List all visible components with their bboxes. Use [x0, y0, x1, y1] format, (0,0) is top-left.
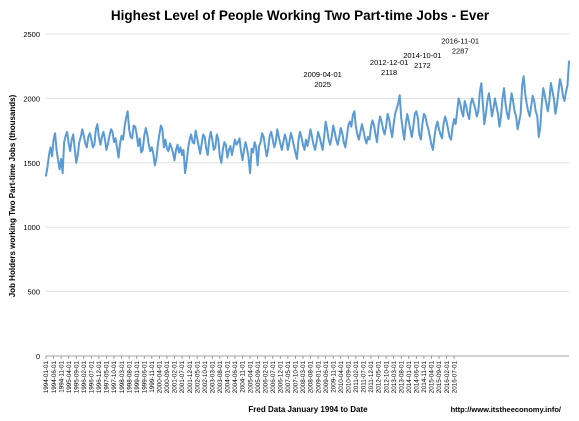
annotation-date: 2014-10-01	[403, 51, 441, 60]
x-tick-label: 1995-04-01	[66, 361, 73, 394]
series-layer	[45, 60, 570, 177]
x-tick-label: 2000-09-01	[164, 361, 171, 394]
x-tick-label: 2010-09-01	[346, 361, 353, 394]
x-tick-label: 2007-10-01	[293, 361, 300, 394]
x-tick-label: 1998-08-01	[126, 361, 133, 394]
x-tick-labels: 1994-01-01 1994-06-01 1994-11-01 1995-04-01…	[43, 361, 458, 394]
y-tick-label: 2500	[23, 30, 40, 39]
annotation-value: 2025	[314, 80, 331, 89]
chart-title: Highest Level of People Working Two Part…	[111, 8, 490, 23]
x-tick-label: 2004-01-01	[225, 361, 232, 394]
x-tick-label: 2007-05-01	[285, 361, 292, 394]
x-tick-label: 2014-01-01	[406, 361, 413, 394]
x-tick-label: 2012-05-01	[376, 361, 383, 394]
x-tick-label: 2006-07-01	[270, 361, 277, 394]
x-tick-label: 2000-04-01	[157, 361, 164, 394]
x-tick-label: 2009-11-01	[330, 361, 337, 393]
y-axis-label: Job Holders working Two Part-time Jobs (…	[8, 94, 17, 297]
x-tick-label: 2010-04-01	[338, 361, 345, 394]
x-tick-label: 2003-03-01	[209, 361, 216, 394]
x-tick-label: 1999-11-01	[149, 361, 156, 393]
x-tick-label: 2001-12-01	[187, 361, 194, 394]
x-tick-label: 1997-05-01	[104, 361, 111, 394]
x-tick-label: 2008-03-01	[300, 361, 307, 394]
x-tick-label: 2004-11-01	[240, 361, 247, 393]
x-tick-label: 2006-02-01	[262, 361, 269, 394]
y-tick-labels: 0 500 1000 1500 2000 2500	[23, 30, 40, 361]
x-tick-label: 2015-09-01	[436, 361, 443, 394]
annotation-date: 2016-11-01	[441, 36, 479, 45]
source-credit: http://www.itstheeconomy.info/	[451, 405, 562, 414]
x-tick-label: 2004-06-01	[232, 361, 239, 394]
x-tick-label: 2001-02-01	[172, 361, 179, 394]
x-tick-label: 2012-10-01	[383, 361, 390, 394]
x-tick-label: 2005-04-01	[247, 361, 254, 394]
x-tick-label: 2005-09-01	[255, 361, 262, 394]
x-tick-label: 1996-07-01	[89, 361, 96, 394]
y-tick-label: 1000	[23, 223, 40, 232]
x-tick-label: 2011-02-01	[353, 361, 360, 393]
x-tick-label: 1999-06-01	[141, 361, 148, 394]
x-tick-label: 2016-02-01	[444, 361, 451, 394]
annotation-value: 2287	[452, 46, 469, 55]
x-tick-label: 2001-07-01	[179, 361, 186, 394]
annotation-date: 2012-12-01	[370, 58, 408, 67]
x-tick-label: 2016-07-01	[451, 361, 458, 394]
x-tick-label: 2009-06-01	[323, 361, 330, 394]
annotation-value: 2172	[414, 61, 431, 70]
y-tick-label: 1500	[23, 159, 40, 168]
annotation-value: 2118	[381, 68, 397, 77]
x-tick-label: 2003-08-01	[217, 361, 224, 394]
x-tick-label: 2011-12-01	[368, 361, 375, 393]
grid-lines	[45, 33, 569, 359]
x-tick-label: 2013-08-01	[398, 361, 405, 394]
x-tick-label: 1995-09-01	[73, 361, 80, 394]
x-tick-label: 1996-12-01	[96, 361, 103, 394]
x-tick-label: 2013-03-01	[391, 361, 398, 394]
x-tick-label: 2014-06-01	[414, 361, 421, 394]
x-tick-label: 1999-01-01	[134, 361, 141, 394]
x-tick-label: 1994-06-01	[51, 361, 58, 394]
y-tick-label: 500	[27, 288, 40, 297]
x-tick-label: 2009-01-01	[315, 361, 322, 394]
x-tick-label: 2015-04-01	[429, 361, 436, 394]
series-line	[45, 60, 570, 177]
y-tick-label: 2000	[23, 94, 40, 103]
y-tick-label: 0	[36, 352, 40, 361]
x-tick-label: 1994-11-01	[58, 361, 65, 393]
x-tick-label: 1998-03-01	[119, 361, 126, 394]
x-tick-label: 2002-10-01	[202, 361, 209, 394]
x-tick-label: 2014-11-01	[421, 361, 428, 393]
x-tick-label: 1997-10-01	[111, 361, 118, 394]
x-tick-label: 2006-12-01	[277, 361, 284, 394]
x-tick-label: 2002-05-01	[194, 361, 201, 394]
x-tick-label: 1996-02-01	[81, 361, 88, 394]
x-axis-label: Fred Data January 1994 to Date	[248, 405, 368, 414]
annotation-date: 2009-04-01	[303, 70, 341, 79]
x-tick-label: 1994-01-01	[43, 361, 50, 394]
x-tick-label: 2011-07-01	[361, 361, 368, 393]
x-tick-label: 2008-08-01	[308, 361, 315, 394]
